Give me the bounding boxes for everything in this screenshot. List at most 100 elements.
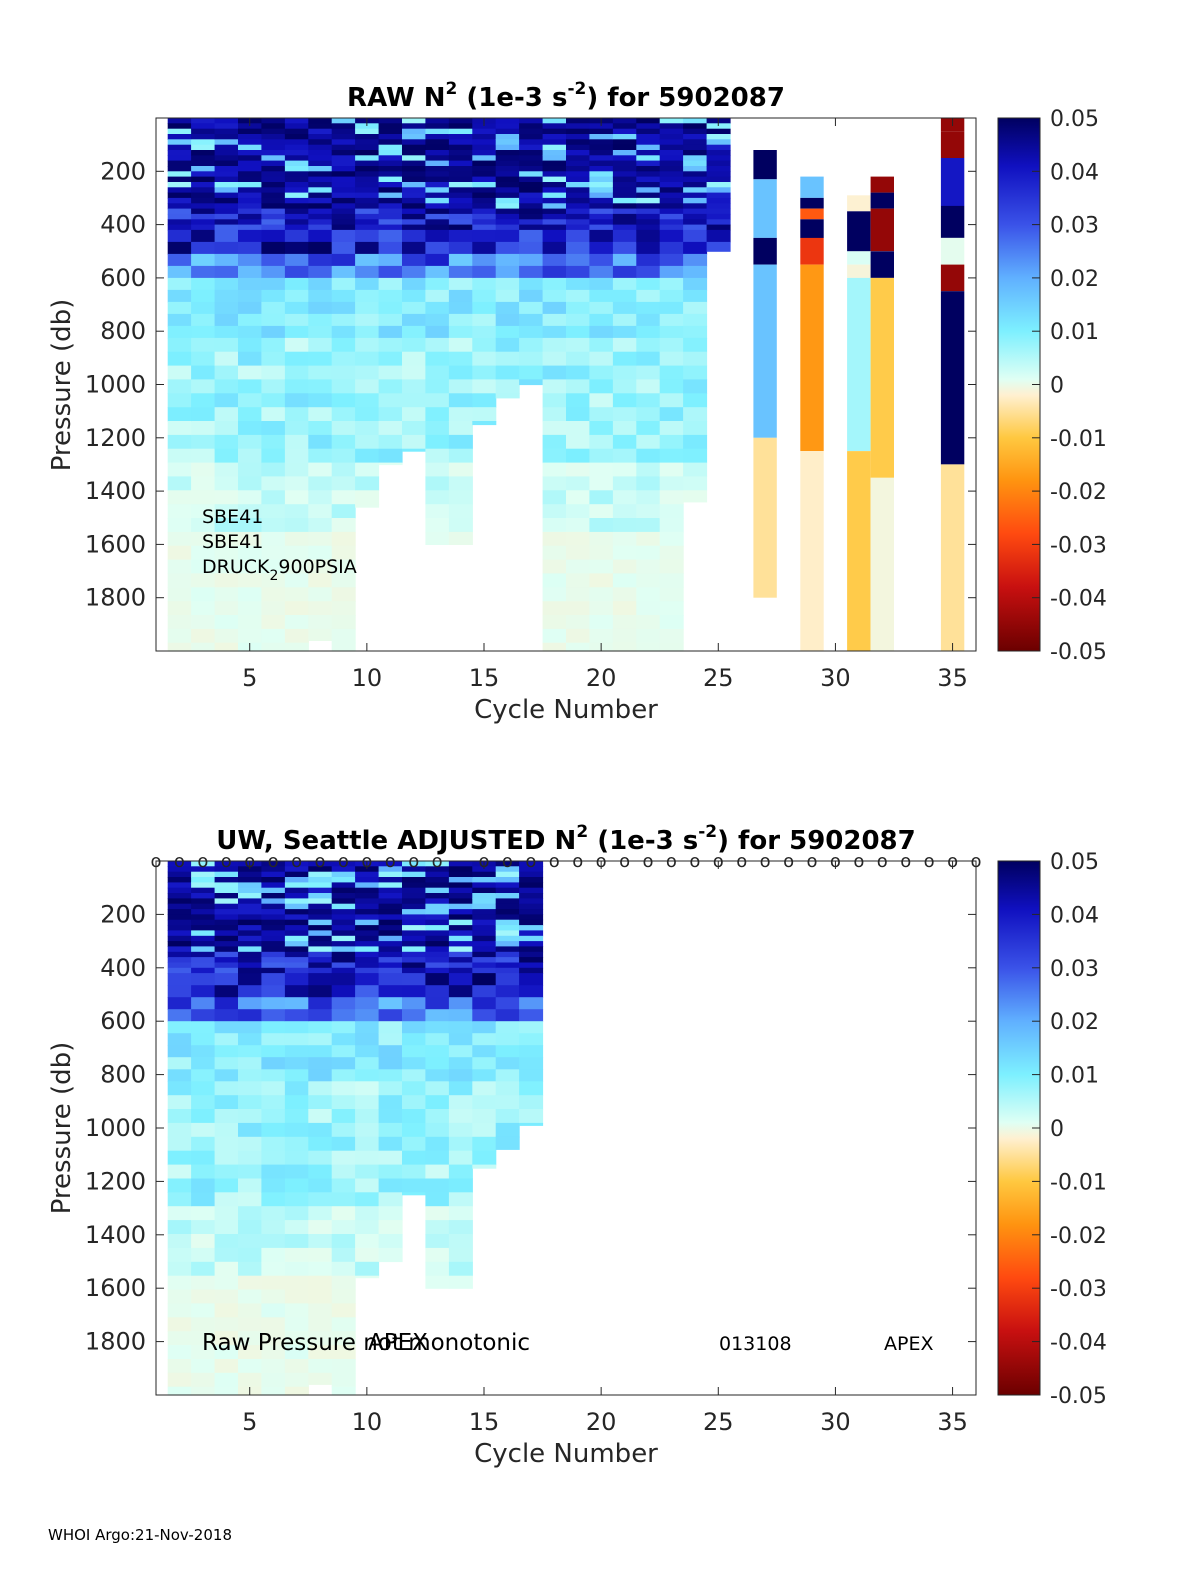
heatmap-cell (191, 518, 216, 533)
heatmap-cell (261, 139, 286, 146)
heatmap-cell (402, 909, 426, 915)
heatmap-cell (355, 1069, 380, 1082)
heatmap-cell (448, 985, 473, 998)
heatmap-cell (495, 118, 520, 124)
heatmap-segment (870, 192, 894, 209)
heatmap-cell (331, 265, 356, 279)
heatmap-cell (495, 914, 520, 921)
heatmap-cell (214, 462, 239, 478)
heatmap-cell (238, 1261, 262, 1277)
heatmap-cell (191, 1386, 216, 1396)
heatmap-cell (308, 219, 333, 226)
colorbar-tick-label: -0.05 (1050, 640, 1107, 665)
heatmap-cell (683, 476, 708, 491)
heatmap-cell (167, 573, 192, 588)
heatmap-cell (402, 150, 426, 156)
heatmap-cell (448, 925, 473, 931)
heatmap-cell (402, 224, 426, 231)
heatmap-cell (167, 203, 192, 210)
heatmap-cell (284, 351, 309, 367)
heatmap-cell (378, 957, 403, 963)
heatmap-cell (191, 134, 216, 140)
heatmap-cell (659, 313, 684, 327)
heatmap-cell (495, 337, 520, 353)
heatmap-cell (261, 301, 286, 315)
heatmap-cell (331, 962, 356, 969)
heatmap-cell (542, 219, 567, 226)
heatmap-cell (214, 448, 239, 464)
heatmap-segment (753, 264, 777, 438)
heatmap-cell (519, 882, 544, 889)
heatmap-cell (612, 289, 637, 303)
heatmap-cell (355, 1021, 380, 1034)
heatmap-cell (167, 1275, 192, 1291)
heatmap-cell (167, 1057, 192, 1070)
heatmap-cell (261, 903, 286, 910)
heatmap-cell (636, 601, 661, 616)
heatmap-cell (331, 229, 356, 243)
heatmap-cell (402, 313, 426, 327)
heatmap-cell (566, 559, 590, 575)
heatmap-cell (542, 118, 567, 124)
heatmap-cell (472, 930, 497, 937)
heatmap-cell (191, 504, 216, 519)
heatmap-cell (448, 909, 473, 915)
heatmap-cell (355, 887, 380, 894)
heatmap-cell (308, 1164, 333, 1180)
heatmap-cell (378, 1178, 403, 1193)
heatmap-cell (355, 351, 380, 367)
heatmap-cell (566, 289, 590, 303)
x-tick-label: 5 (242, 664, 257, 692)
heatmap-cell (355, 337, 380, 353)
heatmap-cell (308, 301, 333, 315)
heatmap-cell (284, 123, 309, 130)
heatmap-cell (519, 1021, 544, 1034)
heatmap-cell (238, 925, 262, 931)
heatmap-cell (238, 224, 262, 231)
heatmap-cell (261, 882, 286, 889)
heatmap-cell (378, 871, 403, 878)
heatmap-cell (402, 1009, 426, 1022)
heatmap-cell (191, 903, 216, 910)
heatmap-cell (636, 434, 661, 450)
heatmap-cell (425, 265, 450, 279)
heatmap-cell (378, 197, 403, 204)
heatmap-cell (214, 421, 239, 436)
footer-credit: WHOI Argo:21-Nov-2018 (48, 1526, 232, 1544)
heatmap-cell (472, 379, 497, 394)
heatmap-cell (331, 1247, 356, 1263)
heatmap-cell (214, 1261, 239, 1277)
heatmap-cell (355, 985, 380, 998)
heatmap-cell (308, 882, 333, 889)
heatmap-cell (355, 1247, 380, 1263)
heatmap-cell (542, 504, 567, 519)
heatmap-cell (402, 421, 426, 436)
heatmap-cell (589, 139, 614, 146)
heatmap-cell (519, 337, 544, 353)
heatmap-cell (284, 898, 309, 905)
heatmap-cell (167, 1206, 192, 1221)
heatmap-cell (284, 1081, 309, 1096)
heatmap-cell (191, 337, 216, 353)
heatmap-cell (214, 930, 239, 937)
heatmap-cell (378, 882, 403, 889)
heatmap-cell (425, 1122, 450, 1138)
heatmap-cell (284, 1069, 309, 1082)
heatmap-cell (542, 490, 567, 505)
heatmap-cell (402, 203, 426, 210)
heatmap-cell (425, 197, 450, 204)
heatmap-cell (495, 861, 520, 867)
heatmap-cell (402, 967, 426, 974)
heatmap-cell (659, 197, 684, 204)
heatmap-cell (214, 1009, 239, 1022)
heatmap-cell (472, 1109, 497, 1124)
heatmap-cell (402, 351, 426, 367)
heatmap-cell (402, 407, 426, 422)
heatmap-cell (191, 393, 216, 408)
heatmap-segment (800, 197, 824, 209)
flag-marker: o (408, 851, 419, 872)
heatmap-cell (378, 301, 403, 315)
heatmap-cell (425, 365, 450, 381)
